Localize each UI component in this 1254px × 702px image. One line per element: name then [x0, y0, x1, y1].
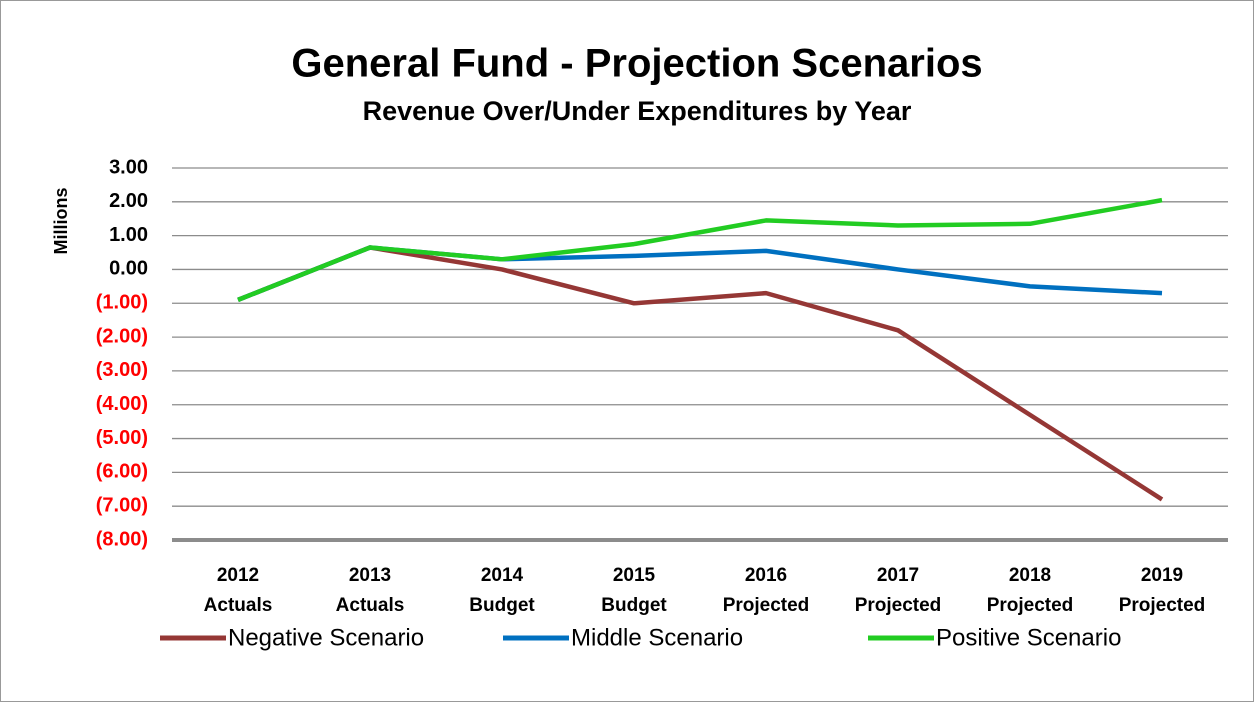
x-tick-label: 2017: [877, 565, 919, 586]
y-tick-label: 2.00: [109, 190, 148, 212]
x-tick-label: 2018: [1009, 565, 1051, 586]
legend-label: Middle Scenario: [571, 624, 743, 651]
y-axis-label: Millions: [51, 188, 71, 255]
y-tick-label: (8.00): [96, 528, 148, 550]
y-tick-label: 3.00: [109, 156, 148, 178]
chart-title: General Fund - Projection Scenarios: [291, 42, 982, 86]
x-tick-label: 2015: [613, 565, 656, 586]
y-tick-label: (4.00): [96, 393, 148, 415]
y-tick-label: (5.00): [96, 427, 148, 449]
y-tick-label: 0.00: [109, 258, 148, 280]
x-tick-label: 2014: [481, 565, 524, 586]
x-tick-label: 2019: [1141, 565, 1183, 586]
chart-subtitle: Revenue Over/Under Expenditures by Year: [363, 96, 912, 126]
x-tick-label: Projected: [987, 595, 1074, 616]
x-tick-label: Projected: [1119, 595, 1206, 616]
x-tick-label: Projected: [855, 595, 942, 616]
series-line: [237, 197, 1163, 302]
y-tick-label: (1.00): [96, 292, 148, 314]
x-tick-label: Budget: [601, 595, 667, 616]
y-tick-label: (2.00): [96, 325, 148, 347]
x-tick-label: Actuals: [204, 595, 273, 616]
legend-label: Negative Scenario: [228, 624, 424, 651]
y-tick-label: (3.00): [96, 359, 148, 381]
y-tick-label: (6.00): [96, 461, 148, 483]
x-tick-label: Projected: [723, 595, 810, 616]
x-tick-label: 2012: [217, 565, 259, 586]
x-tick-label: 2013: [349, 565, 391, 586]
legend-label: Positive Scenario: [936, 624, 1121, 651]
x-tick-label: Budget: [469, 595, 535, 616]
y-tick-label: 1.00: [109, 224, 148, 246]
x-tick-label: Actuals: [336, 595, 405, 616]
x-tick-label: 2016: [745, 565, 787, 586]
y-tick-label: (7.00): [96, 494, 148, 516]
